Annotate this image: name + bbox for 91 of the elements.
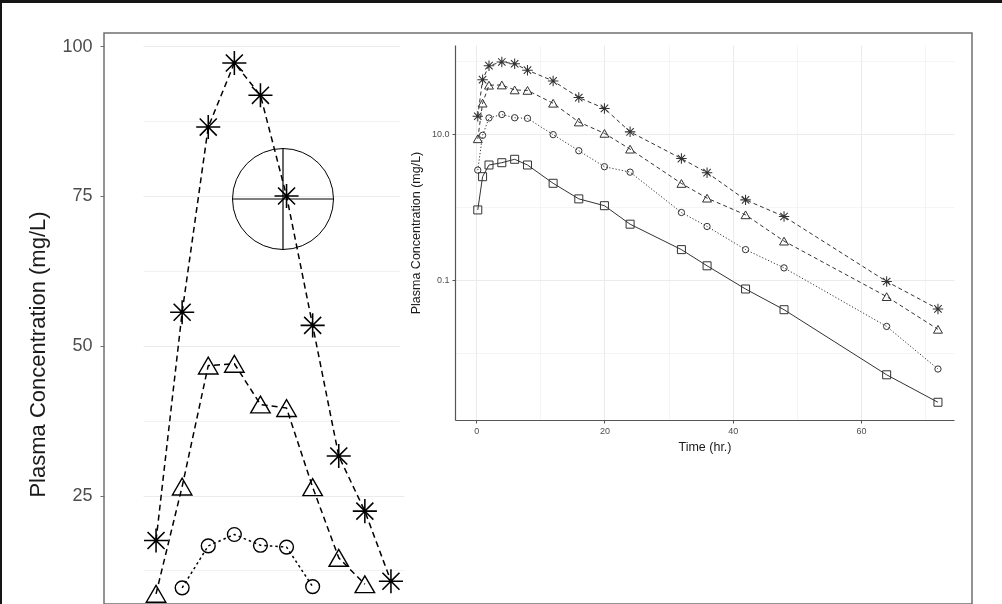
point [677,208,686,217]
point [478,172,488,182]
point [196,115,221,140]
point [741,284,751,294]
point [484,80,494,90]
point [779,305,789,315]
point [740,194,751,206]
point [222,50,247,75]
point [575,147,583,155]
y-tick-label: 75 [72,185,93,206]
point [252,537,269,553]
point [779,236,789,246]
y-tick-label: 100 [62,35,93,56]
point [882,322,891,331]
point [625,144,636,154]
point [599,129,610,138]
y-tick-label: 50 [72,335,93,356]
point [472,134,483,144]
point [934,365,942,373]
point [882,370,892,380]
point [485,114,493,122]
point [378,569,403,594]
point [549,130,557,139]
point [599,201,609,211]
point [474,166,482,174]
point [174,580,190,596]
point [197,356,219,375]
y-tick-label: 0.1 [436,275,450,286]
point [548,98,559,108]
point [509,58,520,70]
point [523,114,532,122]
point [328,548,350,568]
point [676,245,686,255]
y-axis-title: Plasma Concentration (mg/L) [25,211,51,498]
y-axis-title: Plasma Concentration (mg/L) [408,151,423,315]
point [498,110,506,119]
point [573,92,585,103]
point [354,575,376,594]
point [352,499,377,524]
point [250,395,271,414]
point [226,526,242,543]
point [278,539,295,555]
point [703,222,711,231]
point [701,167,713,178]
point [702,193,713,203]
point [170,300,195,325]
point [626,168,634,176]
point [478,131,487,139]
point [484,160,494,170]
point [510,154,520,164]
x-axis-title: Time (hr.) [678,439,732,454]
point [932,324,943,334]
point [881,292,892,301]
point [477,98,488,108]
point [740,210,751,220]
point [276,398,297,418]
point [778,211,790,222]
x-tick-label: 60 [856,425,867,436]
point [522,160,532,170]
point [933,397,943,407]
point [574,194,584,204]
point [600,163,609,171]
point [522,64,533,76]
point [326,443,351,469]
point [496,80,507,90]
point [625,219,635,229]
point [171,477,193,496]
point [548,178,558,188]
point [780,264,788,272]
point [200,538,216,554]
point [702,261,712,271]
point [741,245,750,254]
point [676,179,687,188]
y-tick-label: 10.0 [431,129,450,140]
point [305,579,321,595]
point [509,85,520,95]
point [302,478,324,497]
point [573,117,584,127]
point [473,205,483,215]
point [522,86,533,95]
point [472,111,484,122]
y-tick-label: 25 [72,485,93,506]
point [510,114,519,122]
point [497,158,507,168]
x-tick-label: 0 [474,425,480,436]
point [145,584,167,603]
point [223,354,245,373]
x-tick-label: 40 [728,425,739,436]
point [483,60,495,71]
x-tick-label: 20 [599,425,610,436]
point [144,528,169,553]
